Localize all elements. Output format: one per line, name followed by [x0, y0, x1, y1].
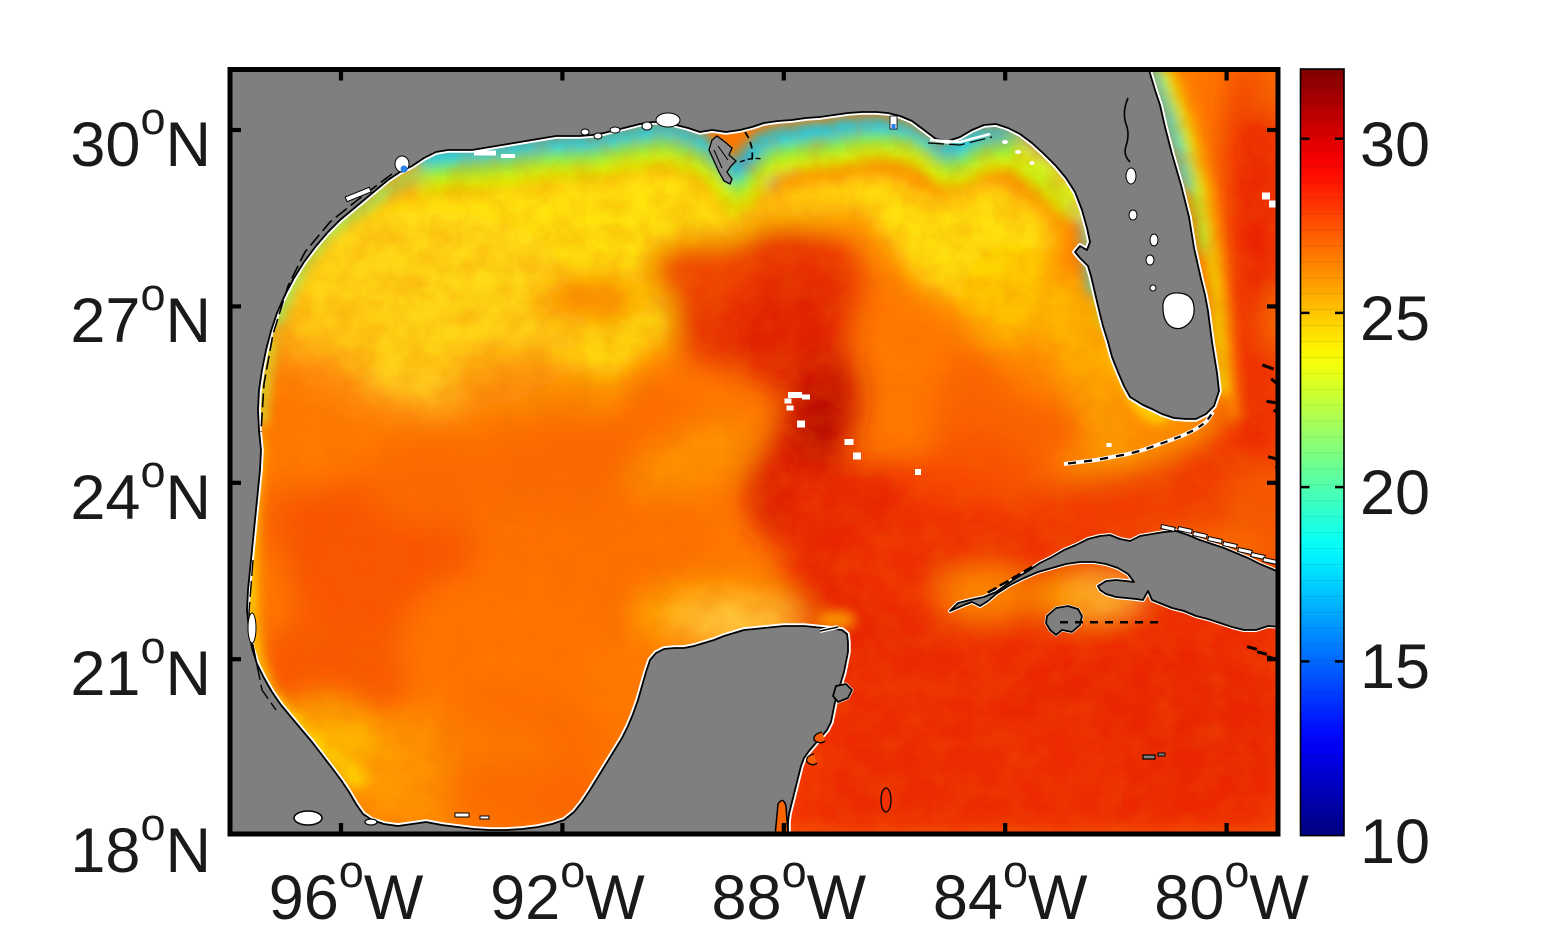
svg-text:15: 15 — [1360, 632, 1430, 702]
svg-text:20: 20 — [1360, 458, 1430, 528]
svg-text:30: 30 — [1360, 110, 1430, 180]
svg-text:25: 25 — [1360, 284, 1430, 354]
svg-text:10: 10 — [1360, 807, 1430, 877]
